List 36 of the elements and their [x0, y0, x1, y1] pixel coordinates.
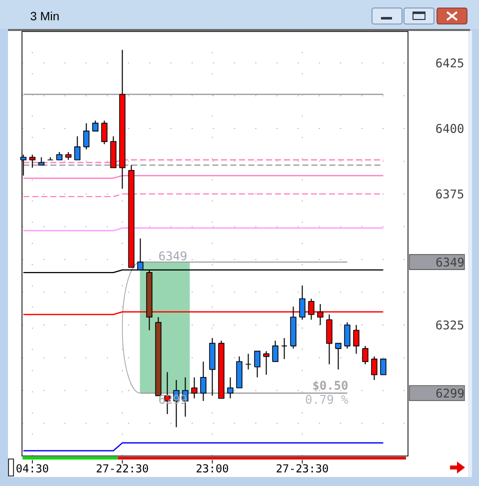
candlestick	[362, 345, 368, 365]
y-tick-label: 6325	[436, 320, 464, 330]
candlestick	[191, 376, 198, 399]
x-tick-label: 27-22:30	[96, 464, 148, 472]
x-tick-label: 27-23:30	[276, 464, 328, 472]
y-tick-label: 6349	[436, 258, 464, 267]
annotation: 6349	[159, 251, 186, 260]
candlestick	[245, 353, 252, 370]
candlestick	[254, 350, 260, 378]
candlestick	[353, 324, 360, 354]
candlestick	[326, 314, 332, 365]
x-tick-label: 23:00	[196, 464, 228, 472]
candlestick	[272, 340, 278, 362]
annotation: $0.50	[313, 380, 348, 392]
candlestick	[83, 122, 90, 150]
annotation: 0.79 %	[306, 394, 348, 404]
candlestick	[344, 322, 350, 350]
candlestick	[371, 356, 378, 381]
candlestick	[263, 350, 270, 376]
y-tick-label: 6425	[436, 58, 464, 68]
candlestick	[29, 154, 36, 168]
candlestick	[281, 338, 288, 360]
candlestick	[200, 361, 206, 402]
y-tick-label: 6400	[436, 124, 464, 133]
candlestick	[380, 358, 386, 376]
candlestick	[92, 120, 98, 132]
y-tick-label: 6299	[436, 388, 464, 398]
candlestick	[74, 136, 80, 160]
chart-title: 3 Min	[30, 12, 59, 20]
x-tick-label: 04:30	[16, 464, 48, 472]
annotation: 6299	[159, 394, 186, 404]
y-tick-label: 6375	[436, 189, 464, 198]
candlestick	[299, 285, 306, 320]
candlestick	[101, 120, 108, 145]
candlestick	[227, 376, 234, 399]
candlestick	[335, 342, 342, 370]
